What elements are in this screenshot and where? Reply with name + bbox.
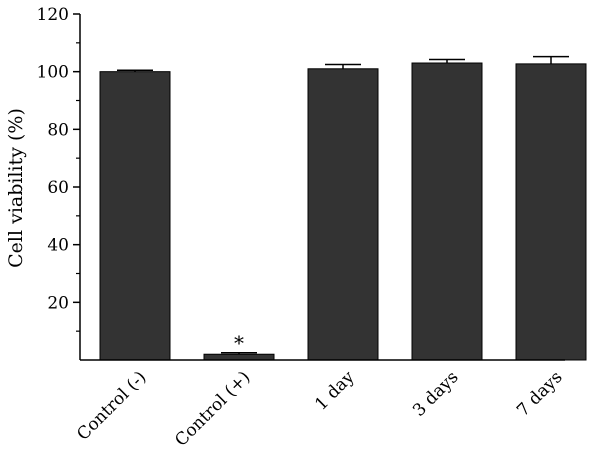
- y-axis-label: Cell viability (%): [5, 108, 27, 268]
- y-tick-label: 100: [37, 63, 69, 83]
- bar: [515, 63, 587, 361]
- significance-marker: *: [234, 331, 244, 355]
- error-bar: [429, 58, 465, 64]
- axes-group: [73, 13, 565, 361]
- x-tick-label: Control (-): [73, 367, 150, 444]
- bar: [203, 353, 275, 361]
- y-tick-label: 80: [47, 120, 69, 140]
- y-tick-label: 20: [47, 293, 69, 313]
- error-bars-group: [117, 55, 569, 355]
- bar: [307, 68, 379, 361]
- y-tick-label: 60: [47, 178, 69, 198]
- bar: [99, 71, 171, 361]
- bars-group: [99, 62, 587, 361]
- y-tick-label: 40: [47, 236, 69, 256]
- error-bar: [117, 69, 153, 72]
- y-tick-label: 120: [37, 5, 69, 25]
- error-bar: [221, 352, 257, 355]
- x-tick-label: Control (+): [171, 367, 254, 450]
- x-tick-label: 7 days: [513, 367, 566, 420]
- x-tick-label: 1 day: [311, 367, 359, 415]
- bar: [411, 62, 483, 361]
- error-bar: [533, 55, 569, 64]
- error-bar: [325, 63, 361, 69]
- x-tick-label: 3 days: [409, 367, 462, 420]
